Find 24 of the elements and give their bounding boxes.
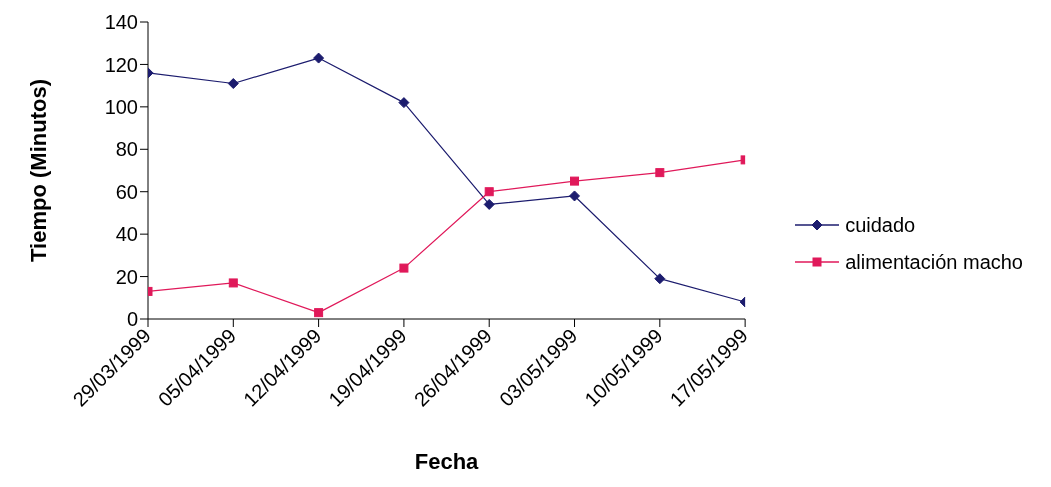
point [399, 263, 409, 273]
y-tick-label: 0 [126, 308, 138, 331]
point [570, 176, 580, 186]
y-tick-label: 20 [115, 265, 138, 288]
point [655, 168, 665, 178]
point [313, 52, 325, 64]
y-axis-title: Tiempo (Minutos) [25, 79, 51, 262]
x-axis-title: Fecha [414, 449, 480, 474]
y-tick-label: 140 [104, 11, 138, 34]
y-tick-label: 80 [115, 138, 138, 161]
y-tick-label: 120 [104, 53, 138, 76]
point [228, 278, 238, 288]
point [227, 78, 239, 90]
legend-label: alimentación macho [845, 250, 1023, 274]
point [398, 97, 410, 109]
point [569, 190, 581, 202]
point [483, 198, 495, 210]
point [484, 187, 494, 197]
y-tick-label: 100 [104, 95, 138, 118]
point [314, 308, 324, 318]
point [654, 273, 666, 285]
y-tick-label: 40 [115, 223, 138, 246]
legend-label: cuidado [845, 213, 916, 237]
y-tick-label: 60 [115, 180, 138, 203]
